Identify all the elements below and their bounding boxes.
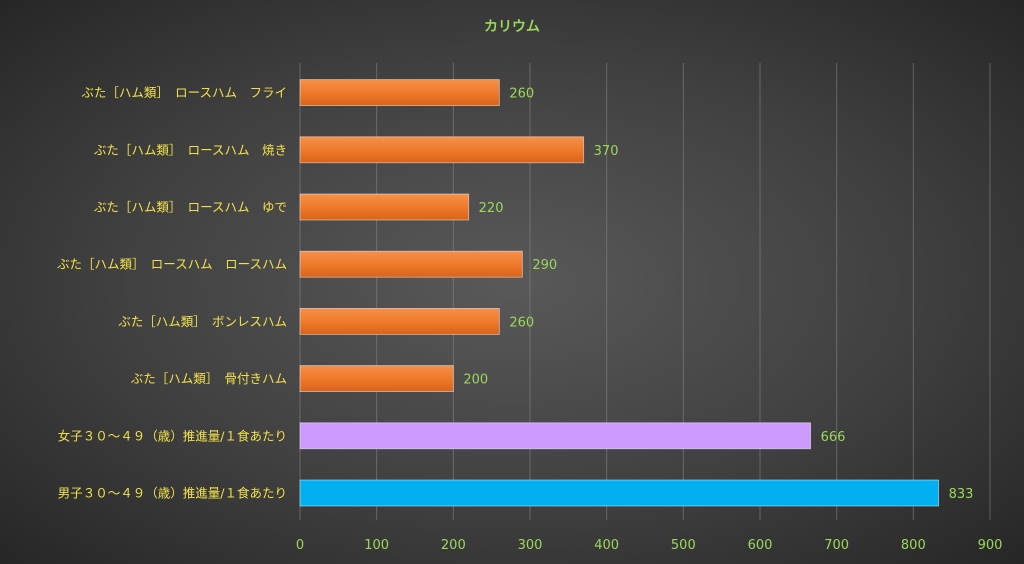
category-label: ぶた［ハム類］ 骨付きハム [131,371,287,386]
gridlines [299,63,991,520]
chart-title: カリウム [484,19,540,35]
category-label: ぶた［ハム類］ ロースハム ロースハム [57,257,287,272]
category-label: 男子３０～４９（歳）推進量/１食あたり [58,486,287,501]
x-tick-label: 500 [671,538,696,553]
category-label: ぶた［ハム類］ ボンレスハム [118,314,287,329]
x-tick-label: 600 [748,538,773,553]
value-label: 260 [509,315,534,330]
bars [299,79,940,507]
x-tick-label: 900 [978,538,1003,553]
bar [299,193,470,221]
value-label: 370 [594,144,619,159]
x-tick-label: 300 [518,538,543,553]
bar [299,479,940,507]
x-axis-ticks: 0 100 200 300 400 500 600 700 800 900 [296,538,1003,553]
x-tick-label: 100 [364,538,389,553]
value-label: 200 [463,373,488,388]
x-tick-label: 200 [441,538,466,553]
category-label: ぶた［ハム類］ ロースハム フライ [81,85,287,100]
value-label: 833 [949,487,974,502]
x-tick-label: 700 [824,538,849,553]
value-label: 666 [821,430,846,445]
x-tick-label: 0 [296,538,304,553]
x-tick-label: 400 [594,538,619,553]
bar [299,250,523,278]
value-labels: 260 370 220 290 260 200 666 833 [463,87,973,502]
category-label: ぶた［ハム類］ ロースハム ゆで [94,200,287,215]
category-label: ぶた［ハム類］ ロースハム 焼き [94,142,287,157]
bar [299,307,500,335]
category-label: 女子３０～４９（歳）推進量/１食あたり [58,428,287,443]
value-label: 260 [509,87,534,102]
bar [299,422,812,450]
value-label: 220 [479,201,504,216]
bar [299,136,585,164]
bar [299,365,454,393]
x-tick-label: 800 [901,538,926,553]
value-label: 290 [532,258,557,273]
bar [299,79,500,106]
